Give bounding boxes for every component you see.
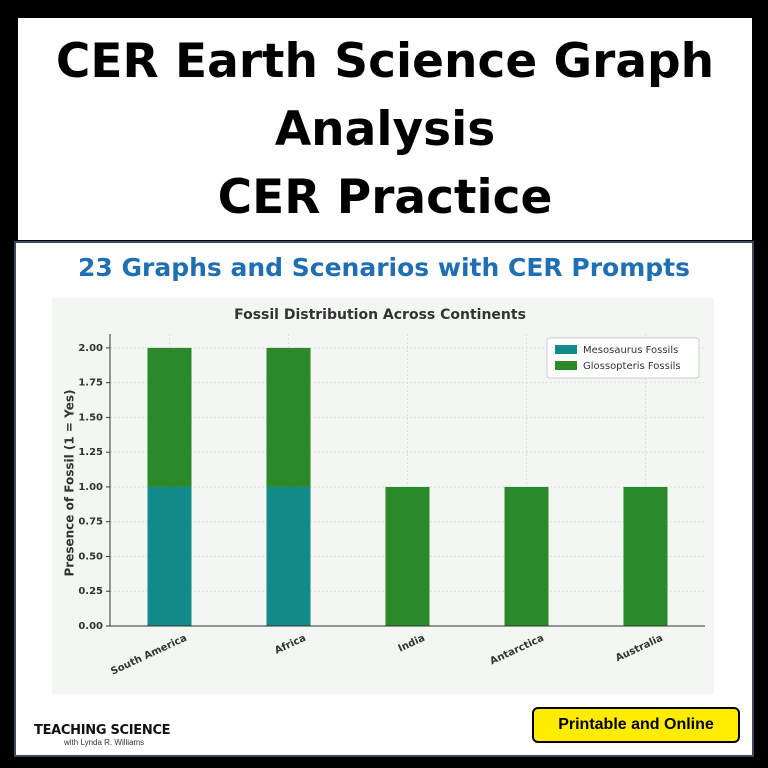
title-line: Analysis [274,102,496,157]
title-line: CER Earth Science Graph [55,34,715,89]
legend-label: Mesosaurus Fossils [583,345,678,356]
y-tick-label: 1.50 [78,412,103,423]
y-tick-label: 0.25 [78,586,103,597]
bar [623,486,668,626]
y-tick-label: 1.25 [78,447,103,458]
y-tick-label: 0.00 [78,621,103,632]
bar [504,486,549,626]
title-line: CER Practice [217,170,553,225]
y-tick-label: 0.50 [78,551,103,562]
y-tick-label: 1.00 [78,482,103,493]
brand: TEACHING SCIENCE [34,723,171,738]
y-tick-label: 2.00 [78,343,103,354]
chart-title: Fossil Distribution Across Continents [234,307,526,323]
legend-swatch [555,345,577,354]
subtitle: 23 Graphs and Scenarios with CER Prompts [78,253,690,282]
content-box: 23 Graphs and Scenarios with CER Prompts… [14,241,754,757]
bar [147,347,192,487]
title-box: CER Earth Science Graph Analysis CER Pra… [18,18,752,240]
bar [147,486,192,626]
legend-label: Glossopteris Fossils [583,361,681,372]
y-axis-label: Presence of Fossil (1 = Yes) [63,390,77,577]
brand-logo: TEACHING SCIENCE with Lynda R. Williams [34,723,171,747]
chart: Fossil Distribution Across Continents Pr… [52,298,714,694]
y-tick-label: 1.75 [78,378,103,389]
legend-swatch [555,361,577,370]
bar [385,486,430,626]
y-tick-label: 0.75 [78,517,103,528]
bar [266,486,311,626]
legend-box [546,337,700,379]
badge: Printable and Online [532,707,740,743]
bar [266,347,311,487]
brand-sub: with Lynda R. Williams [64,738,145,747]
